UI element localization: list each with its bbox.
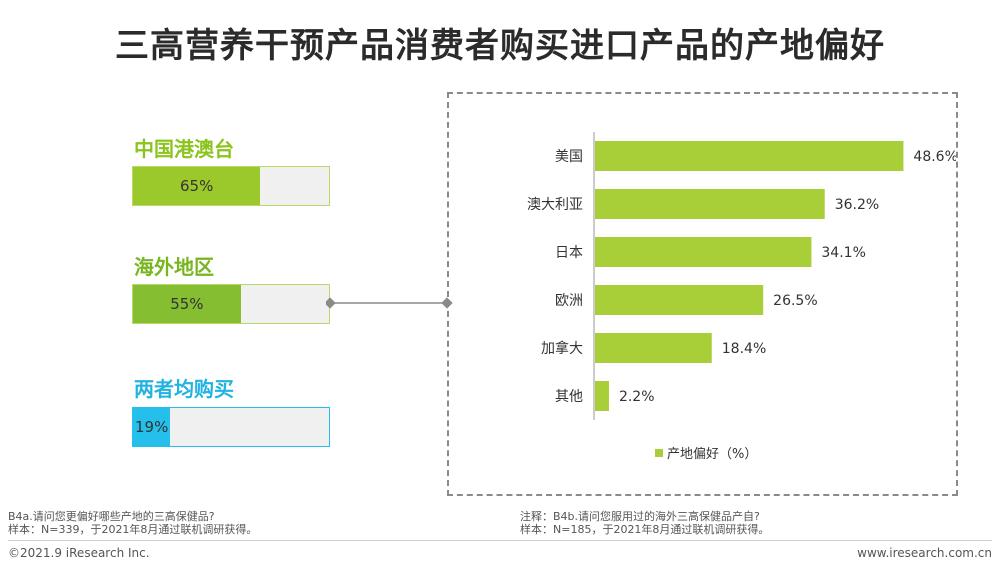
category-label-4: 加拿大 — [541, 340, 583, 357]
bar-3 — [595, 285, 764, 315]
note-right: 注释：B4b.请问您服用过的海外三高保健品产自? 样本：N=185，于2021年… — [520, 510, 769, 536]
progress-bar-hk-macau-taiwan: 65% — [132, 166, 330, 206]
category-label-0: 美国 — [555, 149, 583, 165]
progress-fill-both — [133, 408, 171, 446]
note-right-sample: 样本：N=185，于2021年8月通过联机调研获得。 — [520, 523, 770, 536]
bar-4 — [595, 333, 712, 363]
value-label-1: 36.2% — [835, 197, 879, 213]
value-label-0: 48.6% — [913, 149, 956, 165]
value-label-5: 2.2% — [619, 389, 655, 405]
group-label-both: 两者均购买 — [134, 377, 234, 401]
progress-bar-overseas: 55% — [132, 284, 330, 324]
progress-bar-both: 19% — [132, 407, 330, 447]
category-label-5: 其他 — [555, 389, 583, 405]
value-label-4: 18.4% — [722, 341, 766, 357]
connector-start-marker — [326, 297, 336, 309]
origin-preference-bar-chart: 美国 48.6% 澳大利亚 36.2% 日本 34.1% 欧洲 26.5% 加拿大 18.4% 其他… — [527, 132, 956, 462]
bar-2 — [595, 237, 812, 267]
legend-label: 产地偏好（%） — [667, 447, 757, 462]
chart-container: 美国 48.6% 澳大利亚 36.2% 日本 34.1% 欧洲 26.5% 加拿大 18.4% 其他… — [447, 92, 958, 496]
legend-swatch — [655, 449, 663, 457]
progress-value-both: 19% — [135, 418, 169, 436]
progress-fill-overseas — [133, 285, 241, 323]
value-label-3: 26.5% — [773, 293, 817, 309]
category-label-1: 澳大利亚 — [527, 197, 583, 213]
note-left: B4a.请问您更偏好哪些产地的三高保健品? 样本：N=339，于2021年8月通… — [8, 510, 257, 536]
bar-0 — [595, 141, 904, 171]
note-left-question: B4a.请问您更偏好哪些产地的三高保健品? — [8, 510, 215, 523]
footer-website[interactable]: www.iresearch.com.cn — [857, 546, 992, 560]
footer-divider — [8, 540, 992, 541]
progress-value-overseas: 55% — [170, 295, 204, 313]
value-label-2: 34.1% — [821, 245, 865, 261]
group-label-hk-macau-taiwan: 中国港澳台 — [134, 137, 234, 161]
page-title: 三高营养干预产品消费者购买进口产品的产地偏好 — [115, 26, 885, 66]
bar-5 — [595, 381, 609, 411]
category-label-3: 欧洲 — [555, 293, 583, 309]
progress-fill-hk-macau-taiwan — [133, 167, 261, 205]
note-right-question: 注释：B4b.请问您服用过的海外三高保健品产自? — [520, 510, 760, 523]
category-label-2: 日本 — [555, 245, 583, 261]
progress-value-hk-macau-taiwan: 65% — [180, 177, 214, 195]
connector-line — [326, 297, 453, 309]
note-left-sample: 样本：N=339，于2021年8月通过联机调研获得。 — [8, 523, 258, 536]
group-label-overseas: 海外地区 — [134, 255, 214, 279]
bar-1 — [595, 189, 825, 219]
footer-copyright: ©2021.9 iResearch Inc. — [8, 546, 150, 560]
